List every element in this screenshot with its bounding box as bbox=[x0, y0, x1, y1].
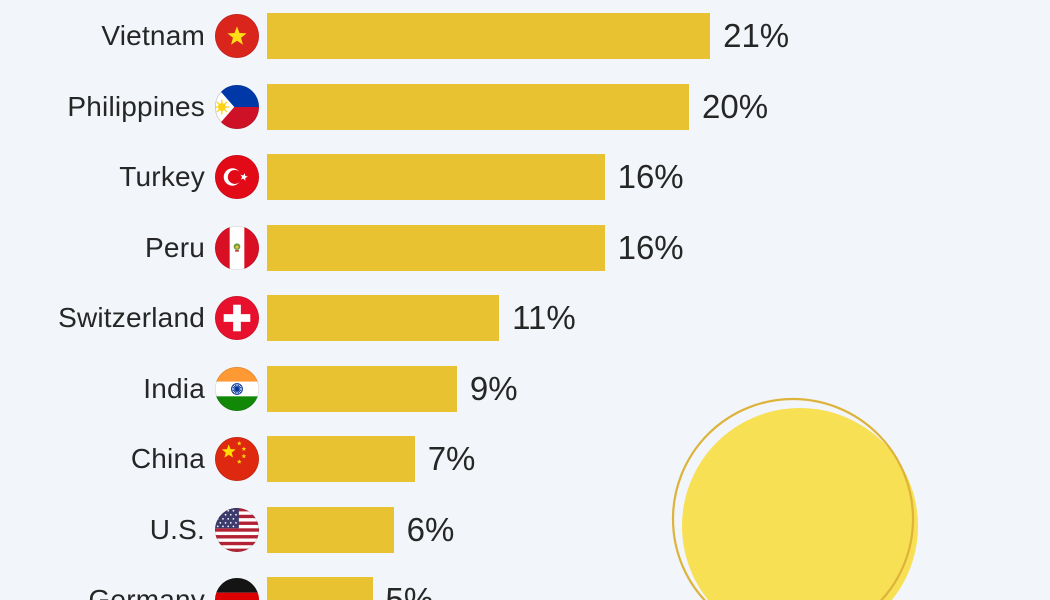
bar bbox=[267, 506, 394, 553]
bar bbox=[267, 436, 415, 483]
chart-row: India 9% bbox=[0, 354, 1050, 425]
country-label: U.S. bbox=[149, 513, 205, 545]
chart-row: Vietnam 21% bbox=[0, 1, 1050, 72]
flag-ring bbox=[215, 507, 259, 552]
flag-ring bbox=[215, 437, 259, 482]
bar bbox=[267, 83, 689, 130]
bar bbox=[267, 365, 457, 412]
value-label: 6% bbox=[406, 510, 455, 548]
chart-row: Philippines 20% bbox=[0, 72, 1050, 143]
india-flag-icon bbox=[215, 367, 259, 411]
coin-rim bbox=[671, 397, 915, 600]
china-flag-icon bbox=[215, 437, 259, 481]
chart-row: Switzerland 11% bbox=[0, 283, 1050, 354]
value-label: 20% bbox=[702, 87, 769, 125]
value-label: 16% bbox=[617, 228, 684, 266]
chart-row: U.S. 6% bbox=[0, 495, 1050, 566]
vietnam-flag-icon bbox=[215, 14, 259, 58]
value-label: 5% bbox=[385, 581, 434, 600]
country-label: China bbox=[130, 443, 205, 475]
value-label: 9% bbox=[469, 369, 518, 407]
value-label: 7% bbox=[427, 440, 476, 478]
bar bbox=[267, 224, 605, 271]
chart-row: Germany 5% bbox=[0, 565, 1050, 600]
chart-row: Turkey 16% bbox=[0, 142, 1050, 213]
flag-ring bbox=[215, 155, 259, 200]
country-label: Vietnam bbox=[101, 20, 205, 52]
flag-ring bbox=[215, 14, 259, 59]
flag-ring bbox=[215, 225, 259, 270]
philippines-flag-icon bbox=[215, 85, 259, 129]
country-label: Germany bbox=[88, 584, 205, 600]
value-label: 21% bbox=[723, 17, 790, 55]
bar bbox=[267, 154, 605, 201]
bar bbox=[267, 13, 711, 60]
value-label: 16% bbox=[617, 158, 684, 196]
bar bbox=[267, 295, 500, 342]
us-flag-icon bbox=[215, 508, 259, 552]
chart-row: Peru 16% bbox=[0, 213, 1050, 284]
country-label: Turkey bbox=[119, 161, 205, 193]
germany-flag-icon bbox=[215, 578, 259, 600]
peru-flag-icon bbox=[215, 226, 259, 270]
country-label: Philippines bbox=[67, 90, 205, 122]
flag-ring bbox=[215, 578, 259, 600]
chart-row: China 7% bbox=[0, 424, 1050, 495]
turkey-flag-icon bbox=[215, 155, 259, 199]
flag-graphic bbox=[215, 578, 259, 600]
value-label: 11% bbox=[512, 299, 576, 337]
bar bbox=[267, 577, 373, 600]
flag-ring bbox=[215, 296, 259, 341]
switzerland-flag-icon bbox=[215, 296, 259, 340]
bitcoin-coin-icon bbox=[671, 397, 918, 600]
flag-ring bbox=[215, 366, 259, 411]
coin-face bbox=[682, 408, 918, 600]
country-label: Switzerland bbox=[58, 302, 205, 334]
flag-ring bbox=[215, 84, 259, 129]
country-label: Peru bbox=[145, 231, 205, 263]
country-label: India bbox=[143, 372, 205, 404]
